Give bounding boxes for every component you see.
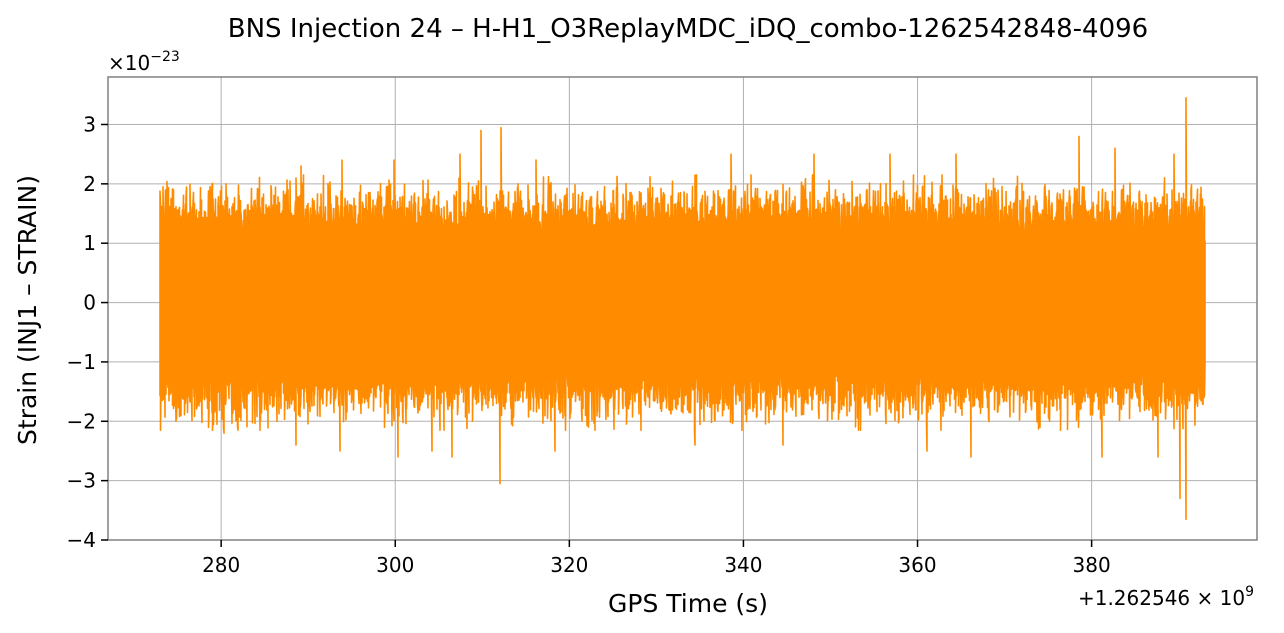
x-axis-ticks: 280 300 320 340 360 380 — [202, 540, 1111, 577]
x-tick-label: 380 — [1073, 553, 1111, 577]
x-tick-label: 360 — [898, 553, 936, 577]
x-tick-label: 320 — [550, 553, 588, 577]
y-tick-label: 0 — [83, 291, 96, 315]
y-axis-ticks: −4 −3 −2 −1 0 1 2 3 — [67, 112, 108, 552]
y-axis-label: Strain (INJ1 – STRAIN) — [13, 175, 42, 445]
x-offset-label: +1.262546 × 109 — [1078, 584, 1254, 610]
y-tick-label: −3 — [67, 469, 96, 493]
y-tick-label: 3 — [83, 112, 96, 136]
x-axis-label: GPS Time (s) — [608, 589, 768, 618]
x-tick-label: 280 — [202, 553, 240, 577]
y-tick-label: 2 — [83, 172, 96, 196]
y-tick-label: −2 — [67, 409, 96, 433]
x-tick-label: 300 — [376, 553, 414, 577]
series-line — [159, 97, 1206, 520]
plot-frame — [107, 76, 1258, 541]
chart-title: BNS Injection 24 – H-H1_O3ReplayMDC_iDQ_… — [228, 14, 1148, 44]
y-tick-label: −4 — [67, 528, 96, 552]
x-tick-label: 340 — [724, 553, 762, 577]
y-tick-label: −1 — [67, 350, 96, 374]
y-scale-factor: ×10−23 — [108, 49, 180, 75]
strain-series-path — [159, 97, 1206, 520]
y-tick-label: 1 — [83, 231, 96, 255]
